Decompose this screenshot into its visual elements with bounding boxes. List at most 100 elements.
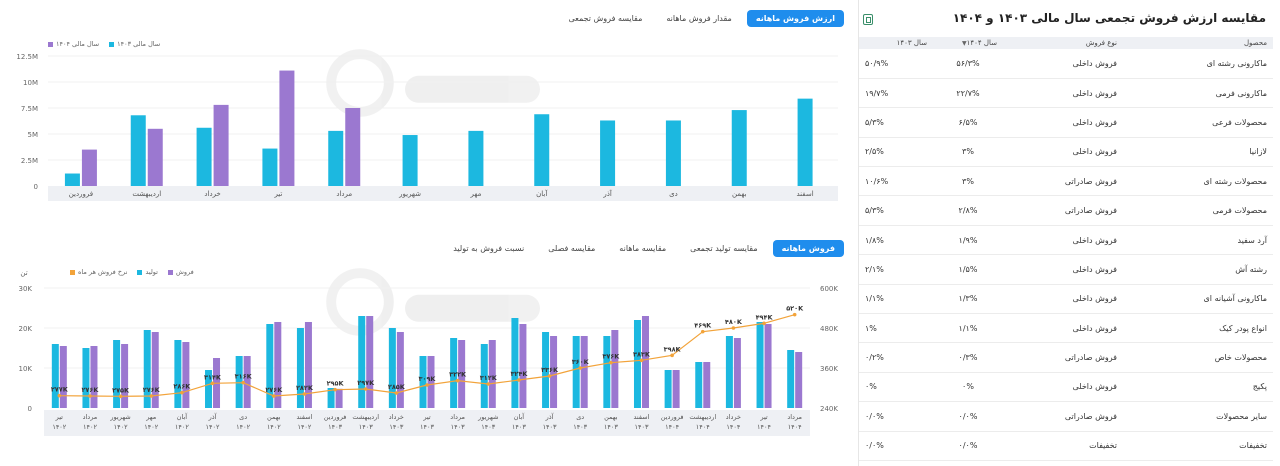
header-product[interactable]: محصول bbox=[1123, 37, 1273, 49]
cell-sale-type: فروش صادراتی bbox=[1003, 195, 1123, 226]
x-tick-month: خرداد bbox=[389, 413, 404, 421]
legend-item-sales[interactable]: فروش bbox=[167, 268, 194, 276]
x-tick-month: آبان bbox=[177, 412, 189, 421]
cell-sale-type: فروش داخلی bbox=[1003, 137, 1123, 168]
bar-1404 bbox=[81, 149, 97, 186]
x-tick-label: خرداد bbox=[204, 190, 220, 198]
legend-swatch bbox=[137, 269, 143, 275]
table-row[interactable]: ماکارونی آشیانه ای فروش داخلی ۱/۳% ۱/۱% bbox=[859, 284, 1273, 315]
bar-production bbox=[450, 338, 458, 408]
rate-data-label: ۴۶۹K bbox=[694, 322, 712, 330]
table-row[interactable]: پکیج فروش داخلی ۰% ۰% bbox=[859, 372, 1273, 403]
bar-sales bbox=[550, 336, 558, 408]
table-row[interactable]: سایر محصولات فروش صادراتی ۰/۰% ۰/۰% bbox=[859, 401, 1273, 432]
rate-data-label: ۳۲۴K bbox=[510, 370, 528, 378]
cell-product: پکیج bbox=[1123, 372, 1273, 403]
tab-monthly-sales-value[interactable]: ارزش فروش ماهانه bbox=[746, 10, 844, 27]
x-tick-month: مرداد bbox=[787, 413, 802, 421]
legend-swatch bbox=[167, 269, 173, 275]
bar-1404 bbox=[147, 128, 163, 186]
table-row[interactable]: محصولات فرعی فروش داخلی ۶/۵% ۵/۳% bbox=[859, 107, 1273, 138]
rate-data-label: ۲۹۷K bbox=[357, 379, 375, 387]
cell-year-1403: ۱۰/۶% bbox=[859, 166, 933, 197]
bar-1404 bbox=[213, 104, 229, 186]
x-axis-band bbox=[44, 410, 810, 436]
table-row[interactable]: ماکارونی رشته ای فروش داخلی ۵۶/۳% ۵۰/۹% bbox=[859, 49, 1273, 79]
table-row[interactable]: محصولات خاص فروش صادراتی ۰/۳% ۰/۲% bbox=[859, 342, 1273, 373]
table-row[interactable]: محصولات فرمی فروش صادراتی ۲/۸% ۵/۳% bbox=[859, 195, 1273, 226]
cell-year-1404: ۰/۳% bbox=[933, 342, 1003, 373]
x-tick-year: ۱۴۰۳ bbox=[604, 423, 618, 431]
x-tick-month: تیر bbox=[759, 413, 768, 421]
rate-point bbox=[149, 394, 154, 398]
cell-year-1404: ۱/۹% bbox=[933, 225, 1003, 256]
bar-1404 bbox=[279, 70, 295, 186]
cell-sale-type: فروش داخلی bbox=[1003, 254, 1123, 285]
cell-sale-type: فروش داخلی bbox=[1003, 313, 1123, 344]
x-tick-year: ۱۴۰۲ bbox=[52, 423, 66, 431]
bar-production bbox=[327, 388, 335, 408]
y-tick-label: 7.5M bbox=[21, 105, 38, 113]
x-tick-month: بهمن bbox=[604, 413, 618, 421]
sort-desc-icon[interactable]: ▼ bbox=[962, 40, 967, 47]
table-row[interactable]: آرد سفید فروش داخلی ۱/۹% ۱/۸% bbox=[859, 225, 1273, 256]
table-row[interactable]: تخفیفات تخفیفات ۰/۰% ۰/۰% bbox=[859, 431, 1273, 461]
x-tick-year: ۱۴۰۳ bbox=[481, 423, 495, 431]
header-year-1404[interactable]: سال ۱۴۰۴▼ bbox=[933, 37, 1003, 49]
monthly-sales-value-chart: 0 2.5M 5M 7.5M 10M 12.5M فروردین اردیبهشت خرداد ت… bbox=[16, 49, 838, 201]
bar-sales bbox=[580, 336, 588, 408]
bar-sales bbox=[151, 332, 159, 408]
bottom-chart-tabs: فروش ماهانه مقایسه تولید تجمعی مقایسه ما… bbox=[444, 240, 844, 257]
bar-production bbox=[82, 348, 90, 408]
bar-production bbox=[296, 328, 304, 408]
x-tick-month: مهر bbox=[145, 413, 156, 421]
legend-item-rate[interactable]: نرخ فروش هر ماه bbox=[70, 268, 127, 276]
y-tick-label: 0 bbox=[34, 183, 38, 191]
header-sale-type[interactable]: نوع فروش bbox=[1003, 37, 1123, 49]
table-row[interactable]: محصولات رشته ای فروش صادراتی ۳% ۱۰/۶% bbox=[859, 166, 1273, 197]
x-tick-month: اردیبهشت bbox=[352, 413, 379, 421]
table-row[interactable]: انواع پودر کیک فروش داخلی ۱/۱% ۱% bbox=[859, 313, 1273, 344]
tab-monthly-sales-quantity[interactable]: مقدار فروش ماهانه bbox=[666, 14, 732, 23]
bar-1403 bbox=[328, 130, 344, 186]
cell-sale-type: فروش داخلی bbox=[1003, 225, 1123, 256]
bar-production bbox=[235, 356, 243, 408]
tab-monthly-sales[interactable]: فروش ماهانه bbox=[772, 240, 844, 257]
bar-sales bbox=[641, 316, 649, 408]
tab-cumulative-production-compare[interactable]: مقایسه تولید تجمعی bbox=[690, 244, 758, 253]
bar-sales bbox=[611, 330, 619, 408]
x-tick-year: ۱۴۰۳ bbox=[634, 423, 648, 431]
bar-1403 bbox=[600, 120, 616, 186]
tab-seasonal-compare[interactable]: مقایسه فصلی bbox=[548, 244, 596, 253]
cell-year-1403: ۵/۳% bbox=[859, 195, 933, 226]
x-tick-month: شهریور bbox=[109, 413, 130, 421]
tab-monthly-compare[interactable]: مقایسه ماهانه bbox=[619, 244, 667, 253]
table-row[interactable]: ماکارونی فرمی فروش داخلی ۲۲/۷% ۱۹/۷% bbox=[859, 78, 1273, 109]
rate-data-label: ۲۷۵K bbox=[112, 386, 130, 394]
header-year-1403[interactable]: سال ۱۴۰۳ bbox=[859, 37, 933, 49]
export-excel-icon[interactable] bbox=[863, 14, 873, 25]
table-row[interactable]: لازانیا فروش داخلی ۳% ۲/۵% bbox=[859, 137, 1273, 168]
legend-label: سال مالی ۱۴۰۴ bbox=[56, 40, 100, 48]
legend-swatch bbox=[109, 41, 115, 47]
rate-data-label: ۴۸۰K bbox=[725, 318, 743, 326]
legend-item-1403[interactable]: سال مالی ۱۴۰۳ bbox=[109, 40, 160, 48]
legend-item-1404[interactable]: سال مالی ۱۴۰۴ bbox=[48, 40, 99, 48]
x-axis-band bbox=[48, 186, 838, 201]
y-tick-label: 12.5M bbox=[16, 53, 38, 61]
tab-sales-to-production-ratio[interactable]: نسبت فروش به تولید bbox=[453, 244, 525, 253]
cell-year-1403: ۱۹/۷% bbox=[859, 78, 933, 109]
rate-point bbox=[609, 360, 613, 365]
cell-year-1403: ۱/۱% bbox=[859, 284, 933, 315]
legend-label: سال مالی ۱۴۰۳ bbox=[117, 40, 161, 48]
rate-data-label: ۳۱۲K bbox=[480, 374, 498, 382]
rate-data-label: ۲۷۷K bbox=[51, 386, 69, 394]
cell-year-1403: ۱/۸% bbox=[859, 225, 933, 256]
bar-production bbox=[603, 336, 611, 408]
legend-item-production[interactable]: تولید bbox=[137, 268, 158, 276]
table-row[interactable]: رشته آش فروش داخلی ۱/۵% ۲/۱% bbox=[859, 254, 1273, 285]
tab-cumulative-sales-compare[interactable]: مقایسه فروش تجمعی bbox=[568, 14, 643, 23]
cell-product: ماکارونی آشیانه ای bbox=[1123, 284, 1273, 315]
cell-sale-type: فروش صادراتی bbox=[1003, 166, 1123, 197]
charts-panel: ارزش فروش ماهانه مقدار فروش ماهانه مقایس… bbox=[16, 10, 844, 436]
